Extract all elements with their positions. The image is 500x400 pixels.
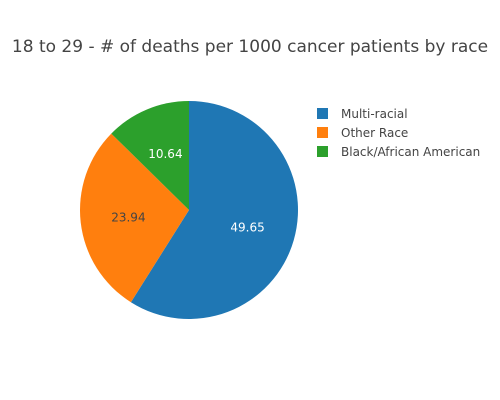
legend-label: Multi-racial xyxy=(341,107,408,121)
chart-title: 18 to 29 - # of deaths per 1000 cancer p… xyxy=(12,37,488,57)
legend-swatch xyxy=(317,146,328,157)
pie-slice-other-race[interactable] xyxy=(79,133,189,303)
legend-item-multi-racial[interactable]: Multi-racial xyxy=(317,107,408,121)
legend-item-black-african-american[interactable]: Black/African American xyxy=(317,145,480,159)
pie-slices xyxy=(79,101,298,319)
slice-value-label: 49.65 xyxy=(230,220,264,234)
slice-value-label: 23.94 xyxy=(111,211,145,225)
legend-swatch xyxy=(317,108,328,119)
legend[interactable]: Multi-racial Other Race Black/African Amer… xyxy=(317,107,480,159)
pie-slice-labels: 49.65 23.94 10.64 xyxy=(111,147,265,234)
pie-slice-black-african-american[interactable] xyxy=(111,101,189,210)
legend-label: Other Race xyxy=(341,126,408,140)
pie-slice-multi-racial[interactable] xyxy=(130,101,298,319)
legend-label: Black/African American xyxy=(341,145,480,159)
legend-swatch xyxy=(317,127,328,138)
slice-value-label: 10.64 xyxy=(148,147,182,161)
legend-item-other-race[interactable]: Other Race xyxy=(317,126,408,140)
